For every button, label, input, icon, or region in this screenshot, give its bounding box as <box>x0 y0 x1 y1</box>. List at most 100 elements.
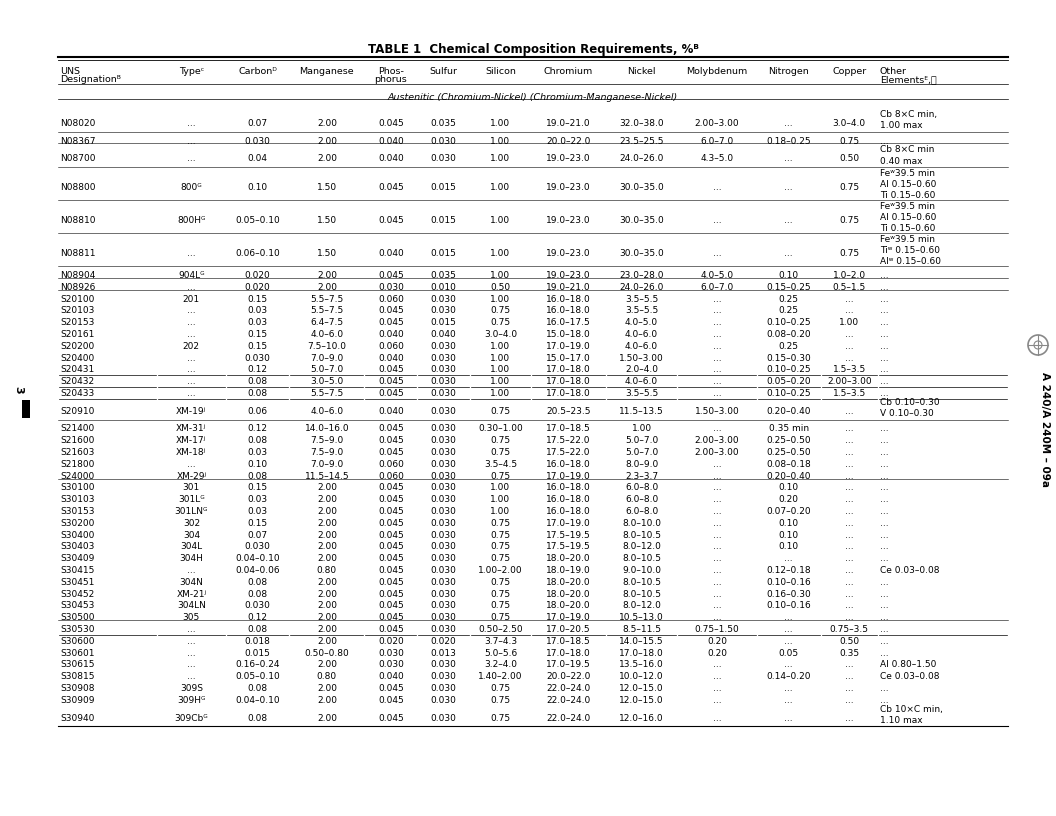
Text: ...: ... <box>880 377 888 386</box>
Text: 0.018: 0.018 <box>245 636 270 645</box>
Text: ...: ... <box>187 389 195 398</box>
Text: 3: 3 <box>13 386 23 394</box>
Text: 0.15–0.25: 0.15–0.25 <box>767 283 811 292</box>
Text: 18.0–20.0: 18.0–20.0 <box>546 554 590 563</box>
Text: 17.0–19.5: 17.0–19.5 <box>546 660 590 669</box>
Text: 0.045: 0.045 <box>378 448 403 457</box>
Text: ...: ... <box>845 353 853 362</box>
Text: 0.75: 0.75 <box>490 613 510 623</box>
Text: 0.05–0.20: 0.05–0.20 <box>767 377 811 386</box>
Text: XM-17ʲ: XM-17ʲ <box>176 437 207 446</box>
Text: 5.5–7.5: 5.5–7.5 <box>310 307 343 316</box>
Text: 17.0–19.0: 17.0–19.0 <box>546 472 590 481</box>
Text: S20100: S20100 <box>60 295 94 304</box>
Text: Cb 0.10–0.30: Cb 0.10–0.30 <box>880 398 940 407</box>
Text: ...: ... <box>713 713 721 722</box>
Text: 0.75: 0.75 <box>840 215 860 224</box>
Text: 309S: 309S <box>180 684 203 693</box>
Text: 19.0–23.0: 19.0–23.0 <box>546 271 590 280</box>
Text: ...: ... <box>187 283 195 292</box>
Text: 0.07: 0.07 <box>247 119 267 128</box>
Text: S30909: S30909 <box>60 696 94 705</box>
Text: 0.030: 0.030 <box>245 353 270 362</box>
Text: 8.0–10.0: 8.0–10.0 <box>622 519 661 528</box>
Text: 9.0–10.0: 9.0–10.0 <box>622 566 661 575</box>
Text: ...: ... <box>845 330 853 339</box>
Text: 4.0–6.0: 4.0–6.0 <box>310 330 343 339</box>
Text: 16.0–18.0: 16.0–18.0 <box>546 460 590 469</box>
Text: 17.0–18.0: 17.0–18.0 <box>546 649 590 658</box>
Text: 3.5–5.5: 3.5–5.5 <box>625 389 658 398</box>
Text: Designationᴮ: Designationᴮ <box>60 75 120 84</box>
Text: 19.0–23.0: 19.0–23.0 <box>546 183 590 192</box>
Text: 0.75: 0.75 <box>490 713 510 722</box>
Text: 0.40 max: 0.40 max <box>880 157 923 166</box>
Text: 22.0–24.0: 22.0–24.0 <box>546 684 590 693</box>
Text: ...: ... <box>785 154 793 163</box>
Text: 1.5–3.5: 1.5–3.5 <box>833 366 866 375</box>
Text: 17.5–19.5: 17.5–19.5 <box>546 530 590 539</box>
Text: 1.00: 1.00 <box>840 318 860 327</box>
Text: 0.030: 0.030 <box>431 154 456 163</box>
Text: 1.00: 1.00 <box>490 295 510 304</box>
Text: 8.0–9.0: 8.0–9.0 <box>625 460 658 469</box>
Text: ...: ... <box>187 649 195 658</box>
Text: 1.50–3.00: 1.50–3.00 <box>619 353 664 362</box>
Text: Tiʷ 0.15–0.60: Tiʷ 0.15–0.60 <box>880 246 940 255</box>
Text: 1.00: 1.00 <box>490 249 510 258</box>
Text: 0.060: 0.060 <box>378 342 403 351</box>
Text: 0.80: 0.80 <box>317 566 337 575</box>
Text: 0.015: 0.015 <box>431 183 456 192</box>
Text: S20432: S20432 <box>60 377 94 386</box>
Text: 0.040: 0.040 <box>378 406 403 415</box>
Text: 0.045: 0.045 <box>378 318 403 327</box>
Text: 10.0–12.0: 10.0–12.0 <box>619 672 664 681</box>
Text: 5.5–7.5: 5.5–7.5 <box>310 389 343 398</box>
Text: ...: ... <box>880 684 888 693</box>
Text: ...: ... <box>713 566 721 575</box>
Text: ...: ... <box>713 389 721 398</box>
Text: 0.04–0.10: 0.04–0.10 <box>235 554 280 563</box>
Text: 0.030: 0.030 <box>431 136 456 145</box>
Text: 0.030: 0.030 <box>431 424 456 433</box>
Text: ...: ... <box>845 660 853 669</box>
Text: 309Hᴳ: 309Hᴳ <box>177 696 206 705</box>
Text: 0.25–0.50: 0.25–0.50 <box>767 448 811 457</box>
Text: Alʷ 0.15–0.60: Alʷ 0.15–0.60 <box>880 258 941 267</box>
Text: ...: ... <box>880 472 888 481</box>
Text: 6.4–7.5: 6.4–7.5 <box>310 318 343 327</box>
Text: 8.0–12.0: 8.0–12.0 <box>622 543 661 552</box>
Text: ...: ... <box>845 672 853 681</box>
Text: ...: ... <box>187 249 195 258</box>
Text: 0.04: 0.04 <box>247 154 267 163</box>
Text: 0.045: 0.045 <box>378 713 403 722</box>
Text: 18.0–20.0: 18.0–20.0 <box>546 601 590 610</box>
Text: ...: ... <box>187 660 195 669</box>
Text: ...: ... <box>880 389 888 398</box>
Text: XM-19ʲ: XM-19ʲ <box>176 406 207 415</box>
Text: ...: ... <box>187 154 195 163</box>
Text: 4.0–5.0: 4.0–5.0 <box>700 271 734 280</box>
Text: ...: ... <box>713 590 721 599</box>
Text: S30200: S30200 <box>60 519 94 528</box>
Text: ...: ... <box>713 613 721 623</box>
Text: 0.045: 0.045 <box>378 519 403 528</box>
Text: ...: ... <box>880 636 888 645</box>
Text: 2.0–4.0: 2.0–4.0 <box>625 366 658 375</box>
Text: 0.08: 0.08 <box>247 684 267 693</box>
Text: N08700: N08700 <box>60 154 95 163</box>
Text: Ti 0.15–0.60: Ti 0.15–0.60 <box>880 192 936 201</box>
Text: ...: ... <box>845 507 853 516</box>
Text: 0.08: 0.08 <box>247 578 267 587</box>
Text: ...: ... <box>713 601 721 610</box>
Text: 0.045: 0.045 <box>378 625 403 634</box>
Text: 0.03: 0.03 <box>247 507 267 516</box>
Text: 0.030: 0.030 <box>431 483 456 492</box>
Text: 304L: 304L <box>181 543 203 552</box>
Text: Sulfur: Sulfur <box>430 67 457 76</box>
Text: 23.5–25.5: 23.5–25.5 <box>619 136 664 145</box>
Text: S20910: S20910 <box>60 406 94 415</box>
Text: 0.045: 0.045 <box>378 377 403 386</box>
Text: S30940: S30940 <box>60 713 94 722</box>
Text: 1.0–2.0: 1.0–2.0 <box>833 271 866 280</box>
